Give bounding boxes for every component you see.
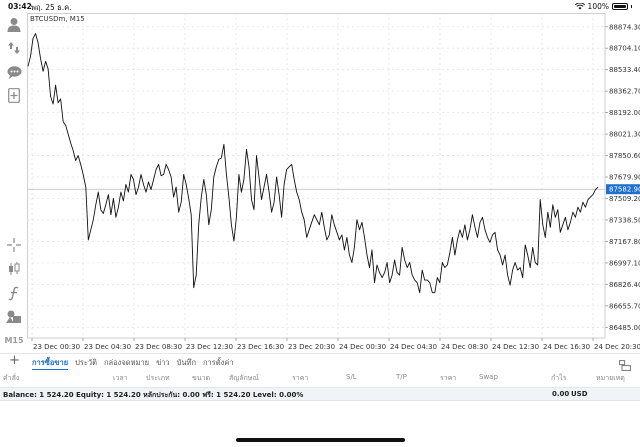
balance-bar: Balance: 1 524.20 Equity: 1 524.20 หลักป… bbox=[0, 387, 640, 401]
column-header[interactable]: กำไร bbox=[551, 374, 567, 382]
column-header[interactable]: ราคา bbox=[292, 374, 309, 382]
plot-border bbox=[27, 13, 606, 339]
column-header[interactable]: S/L bbox=[346, 373, 357, 381]
status-date: พฤ. 25 ธ.ค. bbox=[31, 3, 72, 12]
bottom-tab-bar: + การซื้อขาย ประวัติ กล่องจดหมาย ข่าว บันทึก… bbox=[0, 353, 640, 371]
tab-2[interactable]: กล่องจดหมาย bbox=[104, 358, 150, 367]
price-label: 88362.70 bbox=[609, 88, 640, 96]
current-price-label: 87582.90 bbox=[609, 186, 640, 194]
tab-1[interactable]: ประวัติ bbox=[75, 358, 98, 367]
battery-icon bbox=[612, 3, 628, 10]
balance-profit: 0.00 bbox=[552, 390, 570, 398]
wifi-icon bbox=[574, 3, 585, 10]
balance-currency: USD bbox=[571, 390, 588, 398]
time-label: 23 Dec 16:30 bbox=[237, 343, 284, 351]
add-chart-icon[interactable] bbox=[5, 86, 23, 104]
tab-5[interactable]: การตั้งค่า bbox=[203, 358, 234, 367]
column-header[interactable]: คำสั่ง bbox=[3, 374, 20, 382]
time-label: 23 Dec 12:30 bbox=[186, 343, 233, 351]
left-toolbar: M15 bbox=[0, 13, 27, 345]
price-label: 86485.00 bbox=[609, 324, 640, 332]
price-label: 86997.10 bbox=[609, 259, 640, 267]
price-label: 87167.80 bbox=[609, 238, 640, 246]
price-label: 86826.40 bbox=[609, 281, 640, 289]
column-header[interactable]: T/P bbox=[396, 373, 407, 381]
price-label: 88192.00 bbox=[609, 109, 640, 117]
price-label: 87338.50 bbox=[609, 216, 640, 224]
column-header[interactable]: เวลา bbox=[113, 374, 128, 382]
price-label: 88874.30 bbox=[609, 23, 640, 31]
balance-text: Balance: 1 524.20 Equity: 1 524.20 หลักป… bbox=[3, 391, 304, 399]
column-header[interactable]: ประเภท bbox=[146, 374, 170, 382]
price-label: 86655.70 bbox=[609, 302, 640, 310]
trade-icon[interactable] bbox=[5, 39, 23, 57]
chat-icon[interactable] bbox=[5, 63, 23, 81]
tab-4[interactable]: บันทึก bbox=[176, 358, 197, 367]
column-header[interactable]: ขนาด bbox=[192, 374, 211, 382]
status-time: 03:42 bbox=[8, 2, 32, 11]
home-indicator bbox=[236, 438, 405, 442]
plus-icon[interactable]: + bbox=[9, 353, 20, 368]
current-price-box bbox=[606, 184, 640, 195]
terminal-tabs: การซื้อขาย ประวัติ กล่องจดหมาย ข่าว บันทึก กา… bbox=[32, 357, 234, 370]
chart-canvas: 88874.30 88704.10 88533.40 88362.70 88192.00… bbox=[27, 13, 640, 351]
column-header[interactable]: สัญลักษณ์ bbox=[229, 374, 259, 382]
price-label: 87679.90 bbox=[609, 174, 640, 182]
price-series-line bbox=[27, 33, 599, 294]
trade-column-headers: คำสั่ง เวลา ประเภท ขนาด สัญลักษณ์ ราคา S/L T/P ร… bbox=[0, 372, 640, 384]
time-label: 23 Dec 04:30 bbox=[84, 343, 131, 351]
candles-icon[interactable] bbox=[5, 260, 23, 278]
price-label: 88533.40 bbox=[609, 66, 640, 74]
chart-symbol: BTCUSDm, M15 bbox=[29, 15, 86, 23]
column-header[interactable]: หมายเหตุ bbox=[596, 374, 625, 382]
time-label: 24 Dec 12:30 bbox=[492, 343, 539, 351]
time-label: 24 Dec 04:30 bbox=[390, 343, 437, 351]
column-header[interactable]: Swap bbox=[479, 373, 498, 381]
layout-icon[interactable] bbox=[619, 356, 631, 375]
objects-icon[interactable] bbox=[5, 308, 23, 326]
timeframe-button[interactable]: M15 bbox=[4, 335, 24, 345]
battery-percent: 100% bbox=[587, 2, 609, 11]
crosshair-icon[interactable] bbox=[5, 236, 23, 254]
tab-3[interactable]: ข่าว bbox=[156, 358, 170, 367]
time-label: 24 Dec 20:30 bbox=[594, 343, 640, 351]
price-label: 88021.30 bbox=[609, 131, 640, 139]
time-label: 23 Dec 00:30 bbox=[33, 343, 80, 351]
price-label: 87850.60 bbox=[609, 152, 640, 160]
time-label: 23 Dec 20:30 bbox=[288, 343, 335, 351]
column-header[interactable]: ราคา bbox=[440, 374, 457, 382]
indicator-icon[interactable] bbox=[5, 284, 23, 302]
tab-0[interactable]: การซื้อขาย bbox=[32, 357, 69, 370]
price-label: 88704.10 bbox=[609, 45, 640, 53]
price-label: 87509.20 bbox=[609, 195, 640, 203]
time-label: 24 Dec 16:30 bbox=[543, 343, 590, 351]
status-bar: 03:42 พฤ. 25 ธ.ค. 100% bbox=[0, 0, 640, 13]
time-label: 23 Dec 08:30 bbox=[135, 343, 182, 351]
price-chart[interactable]: 88874.30 88704.10 88533.40 88362.70 88192.00… bbox=[27, 13, 640, 351]
time-label: 24 Dec 08:30 bbox=[441, 343, 488, 351]
time-label: 24 Dec 00:30 bbox=[339, 343, 386, 351]
account-icon[interactable] bbox=[5, 15, 23, 33]
